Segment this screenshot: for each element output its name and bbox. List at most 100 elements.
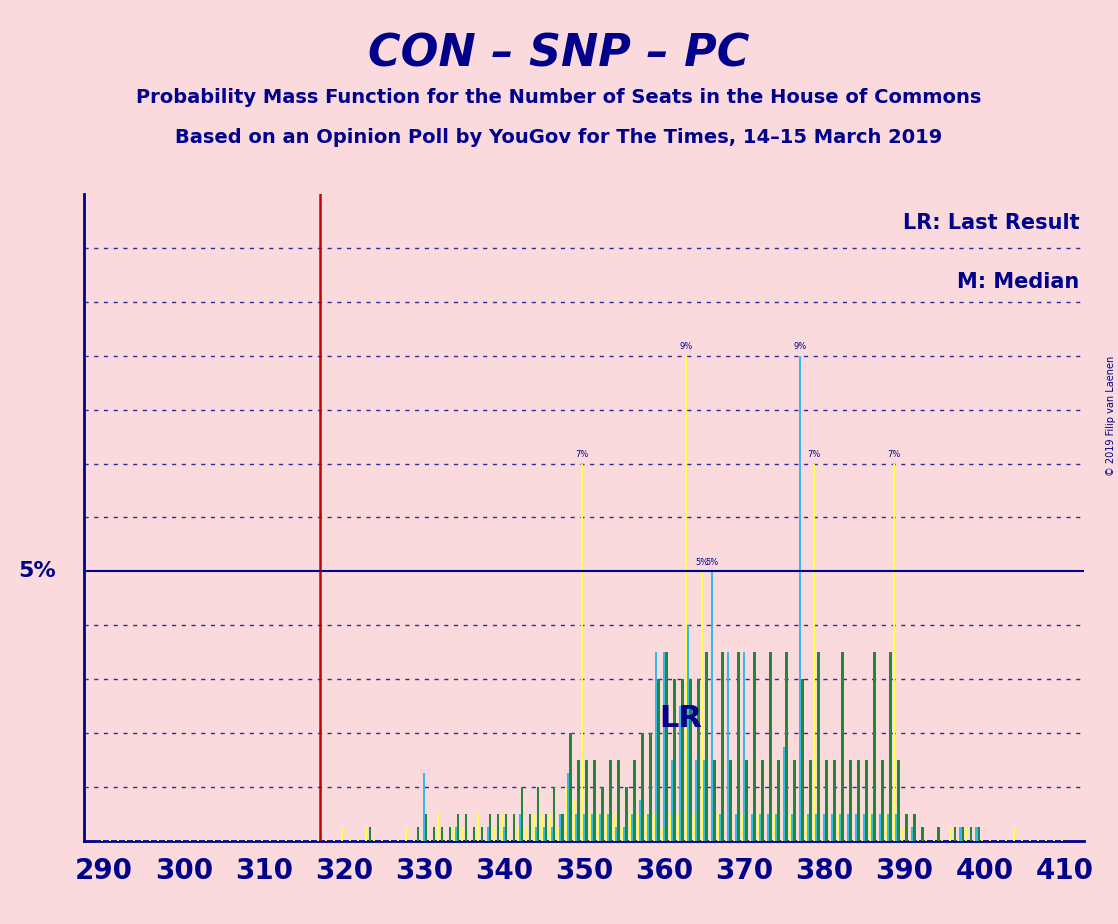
Bar [997, 839, 999, 841]
Bar [693, 814, 695, 841]
Bar [909, 839, 911, 841]
Bar [871, 814, 873, 841]
Text: LR: Last Result: LR: Last Result [903, 213, 1080, 234]
Bar [673, 679, 675, 841]
Bar [671, 760, 673, 841]
Bar [615, 827, 617, 841]
Bar [503, 827, 505, 841]
Bar [701, 571, 703, 841]
Bar [551, 827, 553, 841]
Bar [817, 652, 819, 841]
Bar [925, 839, 927, 841]
Bar [713, 760, 716, 841]
Bar [1013, 827, 1015, 841]
Bar [101, 839, 103, 841]
Bar [913, 814, 916, 841]
Bar [633, 760, 635, 841]
Bar [833, 760, 835, 841]
Bar [893, 464, 896, 841]
Bar [901, 827, 903, 841]
Bar [751, 814, 754, 841]
Bar [685, 356, 688, 841]
Bar [769, 652, 771, 841]
Bar [989, 839, 992, 841]
Bar [645, 814, 647, 841]
Bar [586, 760, 588, 841]
Bar [465, 814, 467, 841]
Bar [1053, 839, 1055, 841]
Bar [605, 814, 607, 841]
Bar [655, 652, 657, 841]
Bar [773, 814, 775, 841]
Bar [349, 839, 351, 841]
Bar [541, 814, 543, 841]
Bar [738, 652, 740, 841]
Bar [197, 839, 199, 841]
Bar [617, 760, 619, 841]
Bar [759, 814, 761, 841]
Bar [164, 839, 167, 841]
Bar [965, 827, 967, 841]
Bar [493, 827, 495, 841]
Bar [473, 827, 475, 841]
Bar [975, 827, 977, 841]
Text: M: Median: M: Median [957, 272, 1080, 292]
Bar [721, 652, 723, 841]
Bar [620, 827, 623, 841]
Bar [490, 814, 492, 841]
Bar [921, 827, 923, 841]
Bar [847, 814, 850, 841]
Bar [888, 814, 890, 841]
Bar [741, 814, 743, 841]
Bar [917, 839, 919, 841]
Bar [625, 787, 627, 841]
Bar [789, 814, 792, 841]
Bar [906, 814, 908, 841]
Bar [575, 814, 577, 841]
Bar [380, 839, 382, 841]
Bar [601, 787, 604, 841]
Bar [676, 814, 679, 841]
Bar [536, 827, 538, 841]
Bar [423, 773, 425, 841]
Bar [513, 814, 515, 841]
Bar [809, 760, 812, 841]
Bar [807, 814, 809, 841]
Bar [455, 827, 457, 841]
Bar [890, 652, 892, 841]
Bar [815, 814, 817, 841]
Bar [669, 814, 671, 841]
Bar [116, 839, 119, 841]
Bar [853, 839, 855, 841]
Bar [863, 814, 865, 841]
Bar [437, 814, 439, 841]
Bar [783, 747, 786, 841]
Bar [861, 839, 863, 841]
Bar [260, 839, 263, 841]
Bar [637, 814, 639, 841]
Bar [553, 787, 556, 841]
Bar [1021, 839, 1023, 841]
Bar [557, 827, 559, 841]
Bar [746, 760, 748, 841]
Bar [623, 827, 625, 841]
Bar [413, 839, 415, 841]
Bar [501, 814, 503, 841]
Bar [293, 839, 295, 841]
Bar [1029, 839, 1031, 841]
Bar [559, 814, 561, 841]
Bar [977, 827, 979, 841]
Bar [780, 839, 783, 841]
Bar [567, 773, 569, 841]
Bar [228, 839, 230, 841]
Bar [301, 839, 303, 841]
Bar [205, 839, 207, 841]
Text: 9%: 9% [794, 343, 807, 351]
Bar [389, 839, 391, 841]
Bar [757, 814, 759, 841]
Bar [594, 760, 596, 841]
Bar [461, 827, 463, 841]
Bar [180, 839, 182, 841]
Bar [855, 814, 858, 841]
Bar [468, 839, 471, 841]
